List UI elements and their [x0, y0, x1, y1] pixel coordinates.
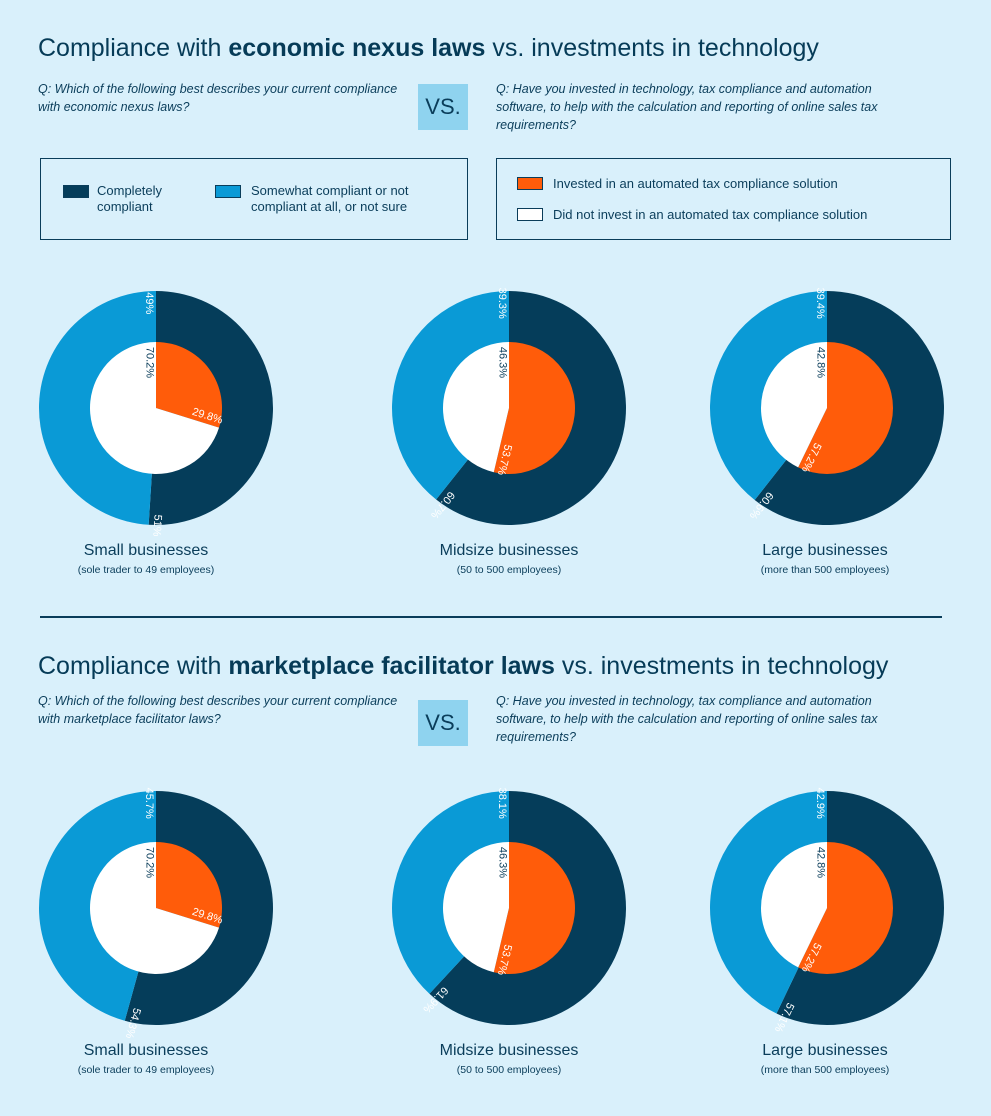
title-bold: economic nexus laws: [228, 34, 486, 62]
label-somewhat: 45.7%: [143, 788, 155, 819]
label-not-invested: 42.8%: [815, 347, 827, 378]
slice-not-invested: [761, 842, 827, 968]
label-somewhat: 39.3%: [496, 288, 508, 319]
slice-invested: [798, 842, 893, 974]
legend-swatch-completely: [63, 185, 89, 198]
section-title: Compliance with economic nexus laws vs. …: [38, 34, 819, 63]
title-bold: marketplace facilitator laws: [228, 652, 555, 680]
question-right: Q: Have you invested in technology, tax …: [496, 694, 878, 744]
section-title: Compliance with marketplace facilitator …: [38, 652, 888, 681]
donut-chart-economic-midsize: 60.7%39.3%53.7%46.3%: [392, 288, 626, 525]
slice-invested: [493, 342, 575, 474]
caption-small: Small businesses (sole trader to 49 empl…: [26, 1042, 266, 1076]
caption-large: Large businesses (more than 500 employee…: [705, 1042, 945, 1076]
label-somewhat: 38.1%: [496, 788, 508, 819]
donut-chart-economic-large: 60.6%39.4%57.2%42.8%: [710, 288, 944, 525]
slice-invested: [156, 842, 223, 928]
donut-chart-marketplace-small: 54.3%45.7%29.8%70.2%: [38, 788, 273, 1040]
vs-badge: VS.: [418, 700, 468, 746]
label-not-invested: 46.3%: [497, 347, 509, 378]
slice-not-invested: [90, 842, 220, 974]
donut-chart-marketplace-large: 57.1%42.9%57.2%42.8%: [710, 788, 944, 1034]
label-not-invested: 70.2%: [144, 347, 156, 378]
label-somewhat: 49%: [143, 292, 155, 314]
slice-not-invested: [761, 342, 827, 468]
caption-name: Small businesses: [83, 1042, 209, 1059]
legend-investment: Invested in an automated tax compliance …: [496, 158, 951, 240]
caption-large: Large businesses (more than 500 employee…: [705, 542, 945, 576]
vs-badge: VS.: [418, 84, 468, 130]
slice-not-invested: [442, 842, 509, 973]
label-somewhat: 39.4%: [814, 288, 826, 319]
caption-name: Large businesses: [762, 542, 888, 559]
caption-name: Midsize businesses: [439, 1042, 579, 1059]
title-pre: Compliance with: [38, 652, 229, 680]
label-not-invested: 70.2%: [144, 847, 156, 878]
caption-sub: (more than 500 employees): [760, 564, 890, 576]
caption-midsize: Midsize businesses (50 to 500 employees): [389, 542, 629, 576]
label-completely: 51%: [150, 514, 163, 537]
caption-sub: (50 to 500 employees): [456, 564, 562, 576]
caption-name: Large businesses: [762, 1042, 888, 1059]
legend-compliance: Completely compliant Somewhat compliant …: [40, 158, 468, 240]
slice-invested: [798, 342, 893, 474]
question-left: Q: Which of the following best describes…: [38, 694, 398, 726]
donut-chart-marketplace-midsize: 61.9%38.1%53.7%46.3%: [392, 788, 626, 1025]
caption-name: Small businesses: [83, 542, 209, 559]
legend-swatch-somewhat: [215, 185, 241, 198]
legend-swatch-not-invested: [517, 208, 543, 221]
title-post: vs. investments in technology: [485, 34, 819, 62]
section-divider: [40, 616, 942, 618]
question-left: Q: Which of the following best describes…: [38, 82, 398, 114]
label-not-invested: 42.8%: [815, 847, 827, 878]
legend-label-somewhat: Somewhat compliant or not compliant at a…: [251, 183, 409, 214]
slice-not-invested: [90, 342, 220, 474]
slice-not-invested: [442, 342, 509, 473]
legend-label-not-invested: Did not invest in an automated tax compl…: [553, 207, 868, 222]
question-right: Q: Have you invested in technology, tax …: [496, 82, 878, 132]
legend-swatch-invested: [517, 177, 543, 190]
label-not-invested: 46.3%: [497, 847, 509, 878]
legend-label-completely: Completely compliant: [97, 183, 163, 214]
label-somewhat: 42.9%: [814, 788, 826, 819]
caption-sub: (sole trader to 49 employees): [77, 564, 215, 576]
caption-midsize: Midsize businesses (50 to 500 employees): [389, 1042, 629, 1076]
title-post: vs. investments in technology: [554, 652, 889, 680]
caption-sub: (more than 500 employees): [760, 1064, 890, 1076]
caption-small: Small businesses (sole trader to 49 empl…: [26, 542, 266, 576]
slice-invested: [156, 342, 223, 428]
title-pre: Compliance with: [38, 34, 229, 62]
donut-chart-economic-small: 51%49%29.8%70.2%: [39, 291, 274, 537]
legend-label-invested: Invested in an automated tax compliance …: [553, 176, 838, 191]
caption-sub: (sole trader to 49 employees): [77, 1064, 215, 1076]
caption-sub: (50 to 500 employees): [456, 1064, 562, 1076]
slice-invested: [493, 842, 575, 974]
caption-name: Midsize businesses: [439, 542, 579, 559]
